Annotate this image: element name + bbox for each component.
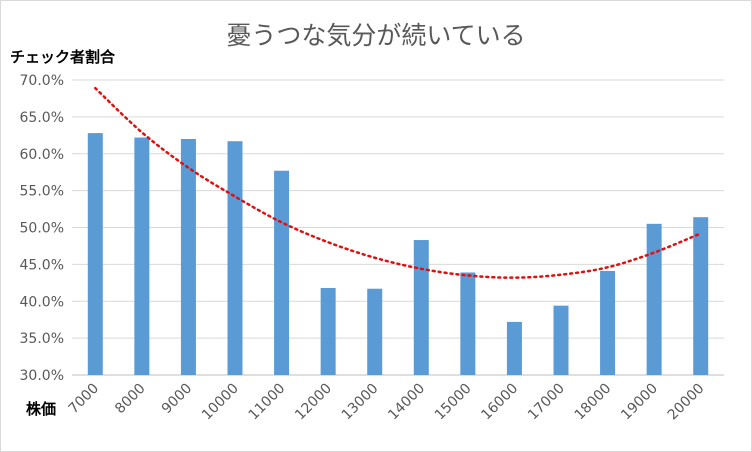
x-tick-label: 20000 xyxy=(665,381,708,424)
x-tick-label: 12000 xyxy=(292,381,335,424)
bar xyxy=(367,288,383,375)
bar xyxy=(600,271,616,375)
bars xyxy=(87,133,709,375)
y-tick-label: 50.0% xyxy=(20,221,64,237)
gridlines xyxy=(72,79,724,376)
bar xyxy=(553,305,569,375)
x-tick-labels: 7000 8000 9000 10000 11000 12000 13000 14000 150… xyxy=(66,381,708,424)
bar xyxy=(227,141,243,375)
x-tick-label: 19000 xyxy=(618,381,661,424)
x-tick-label: 14000 xyxy=(385,381,428,424)
x-tick-label: 9000 xyxy=(159,381,196,418)
bar xyxy=(134,137,150,375)
x-tick-label: 18000 xyxy=(572,381,615,424)
bar xyxy=(274,170,290,375)
bar xyxy=(413,240,429,375)
x-axis-label: 株価 xyxy=(26,400,56,418)
y-tick-label: 35.0% xyxy=(20,331,64,347)
x-tick-label: 15000 xyxy=(432,381,475,424)
x-tick-label: 16000 xyxy=(478,381,521,424)
x-tick-label: 8000 xyxy=(112,381,149,418)
y-tick-label: 65.0% xyxy=(20,110,64,126)
trendline xyxy=(94,86,702,279)
bar xyxy=(646,223,662,375)
x-tick-label: 17000 xyxy=(525,381,568,424)
bar xyxy=(180,139,196,375)
y-tick-label: 70.0% xyxy=(20,73,64,89)
y-tick-label: 30.0% xyxy=(20,368,64,384)
bar xyxy=(460,272,476,375)
y-axis-label: チェック者割合 xyxy=(10,48,116,66)
bar xyxy=(506,321,522,375)
bar xyxy=(320,287,336,375)
trendline-path xyxy=(94,86,702,279)
chart-title: 憂うつな気分が続いている xyxy=(226,21,525,50)
y-tick-label: 40.0% xyxy=(20,294,64,310)
bar xyxy=(693,217,709,375)
x-tick-label: 7000 xyxy=(66,381,103,418)
x-tick-label: 11000 xyxy=(246,381,289,424)
y-tick-label: 45.0% xyxy=(20,257,64,273)
bar xyxy=(87,133,103,375)
x-tick-label: 10000 xyxy=(199,381,242,424)
y-tick-label: 55.0% xyxy=(20,184,64,200)
y-tick-label: 60.0% xyxy=(20,147,64,163)
y-tick-labels: 30.0% 35.0% 40.0% 45.0% 50.0% 55.0% 60.0% 65.0%… xyxy=(20,73,64,384)
x-tick-label: 13000 xyxy=(339,381,382,424)
